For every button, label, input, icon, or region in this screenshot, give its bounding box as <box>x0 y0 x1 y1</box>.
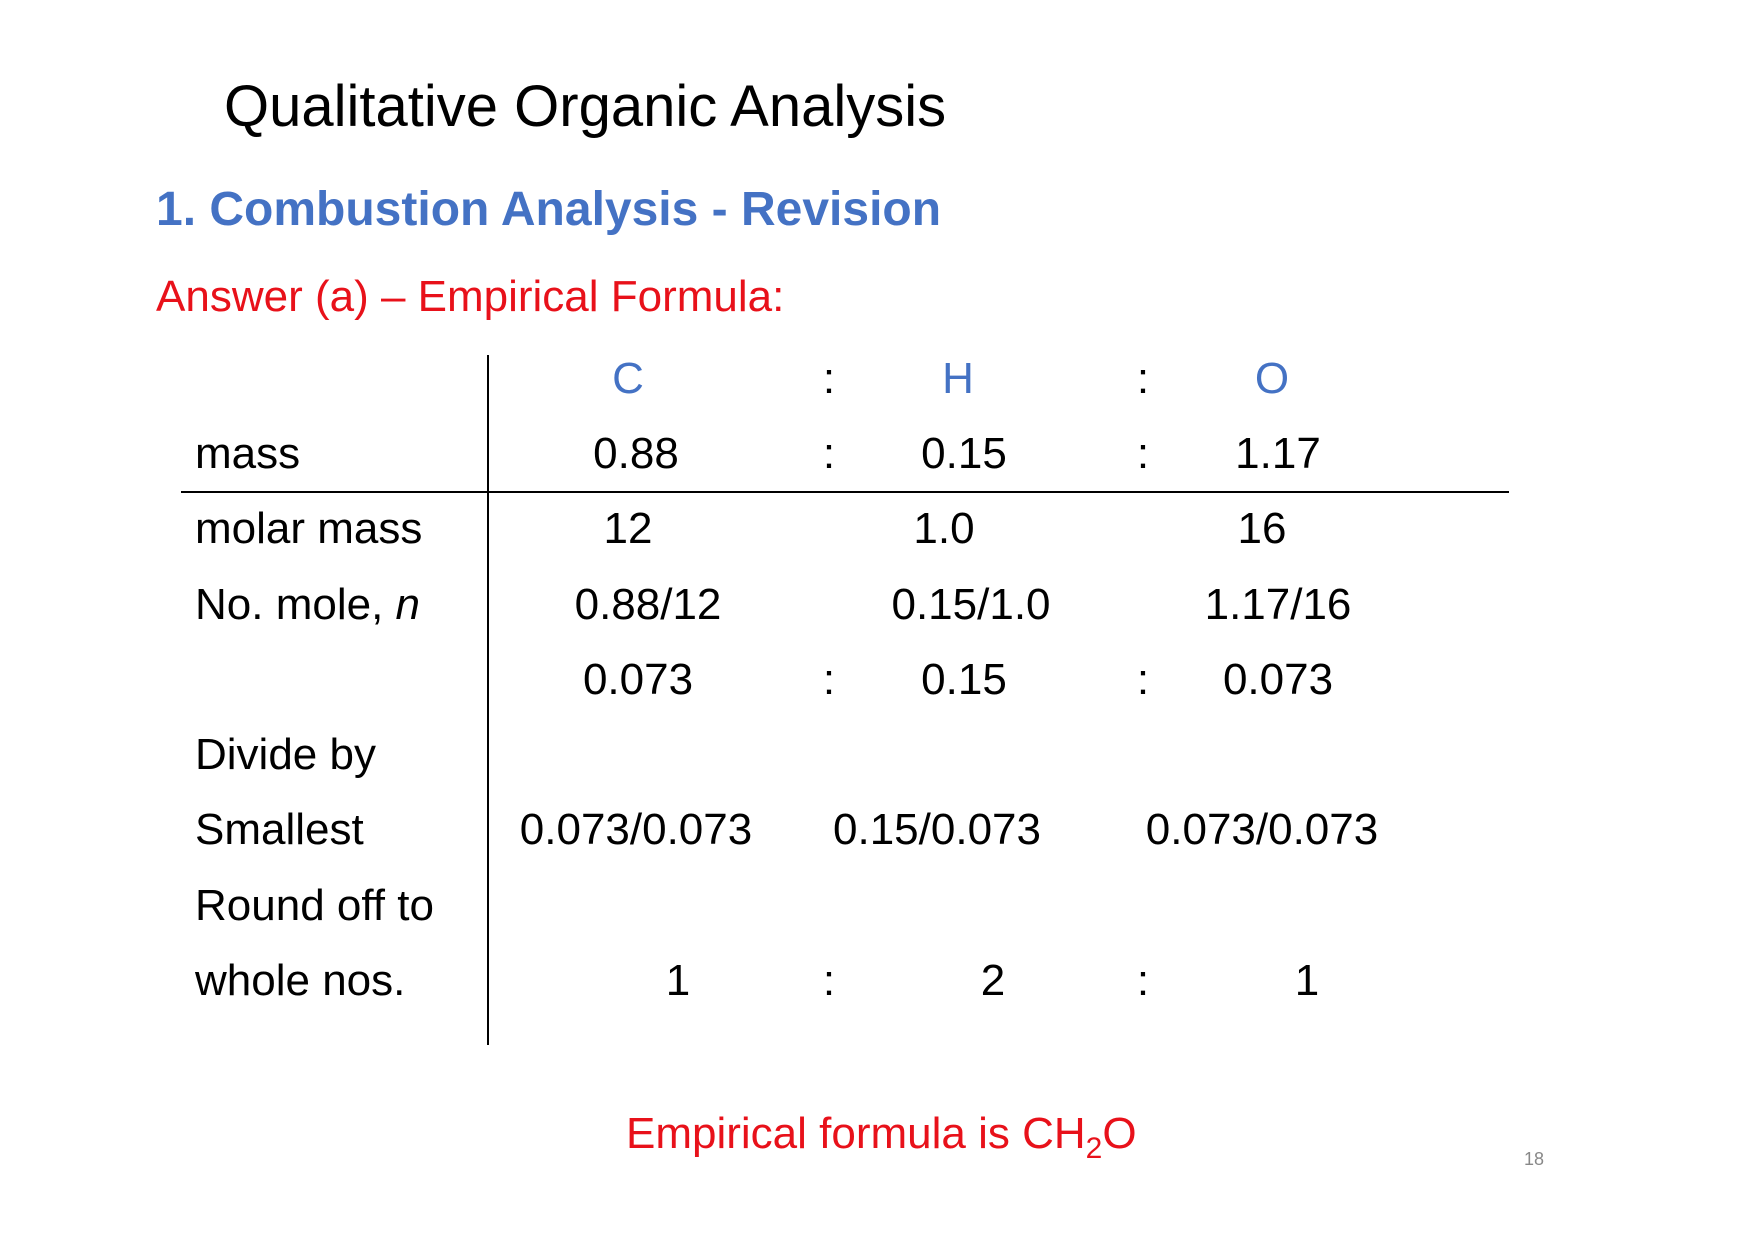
slide-subtitle: 1. Combustion Analysis - Revision <box>156 183 942 236</box>
element-header-o: O <box>1254 354 1290 403</box>
cell-mass-o: 1.17 <box>1235 429 1321 478</box>
element-header-h: H <box>942 354 974 403</box>
cell-moles-h: 0.15/1.0 <box>891 580 1051 629</box>
cell-whole-o: 1 <box>1294 956 1320 1005</box>
cell-mass-h: 0.15 <box>921 429 1007 478</box>
cell-divide-o: 0.073/0.073 <box>1145 805 1379 854</box>
cell-whole-c: 1 <box>665 956 691 1005</box>
conclusion-prefix: Empirical formula is CH <box>626 1109 1086 1158</box>
cell-result-h: 0.15 <box>921 655 1007 704</box>
empirical-formula-conclusion: Empirical formula is CH2O <box>626 1109 1137 1164</box>
cell-moles-c: 0.88/12 <box>574 580 722 629</box>
row-label-moles-text: No. mole, <box>195 580 396 629</box>
table-vertical-rule <box>487 355 489 1045</box>
cell-mass-c: 0.88 <box>593 429 679 478</box>
row-label-molar-mass: molar mass <box>195 504 423 553</box>
conclusion-subscript: 2 <box>1085 1132 1103 1165</box>
cell-result-o: 0.073 <box>1222 655 1334 704</box>
cell-divide-h: 0.15/0.073 <box>833 805 1041 854</box>
header-colon-1: : <box>822 354 836 403</box>
cell-molar-c: 12 <box>603 504 653 553</box>
cell-result-c: 0.073 <box>582 655 694 704</box>
cell-whole-h: 2 <box>980 956 1006 1005</box>
row-label-whole-nos: whole nos. <box>195 956 406 1005</box>
cell-molar-h: 1.0 <box>913 504 975 553</box>
result-colon-1: : <box>822 655 836 704</box>
cell-molar-o: 16 <box>1237 504 1287 553</box>
row-label-mass: mass <box>195 429 301 478</box>
cell-moles-o: 1.17/16 <box>1204 580 1352 629</box>
page-number: 18 <box>1524 1149 1545 1169</box>
row-label-moles-n: n <box>395 580 420 629</box>
slide-title: Qualitative Organic Analysis <box>224 74 947 139</box>
row-label-round-off: Round off to <box>195 881 434 930</box>
cell-divide-c: 0.073/0.073 <box>519 805 753 854</box>
whole-colon-1: : <box>822 956 836 1005</box>
result-colon-2: : <box>1136 655 1150 704</box>
answer-heading: Answer (a) – Empirical Formula: <box>156 272 785 321</box>
conclusion-suffix: O <box>1102 1109 1137 1158</box>
mass-colon-1: : <box>822 429 836 478</box>
element-header-c: C <box>612 354 644 403</box>
row-label-divide-by: Divide by <box>195 730 376 779</box>
table-header-rule <box>181 491 1509 493</box>
mass-colon-2: : <box>1136 429 1150 478</box>
row-label-smallest: Smallest <box>195 805 364 854</box>
whole-colon-2: : <box>1136 956 1150 1005</box>
row-label-moles: No. mole, n <box>195 583 420 627</box>
header-colon-2: : <box>1136 354 1150 403</box>
